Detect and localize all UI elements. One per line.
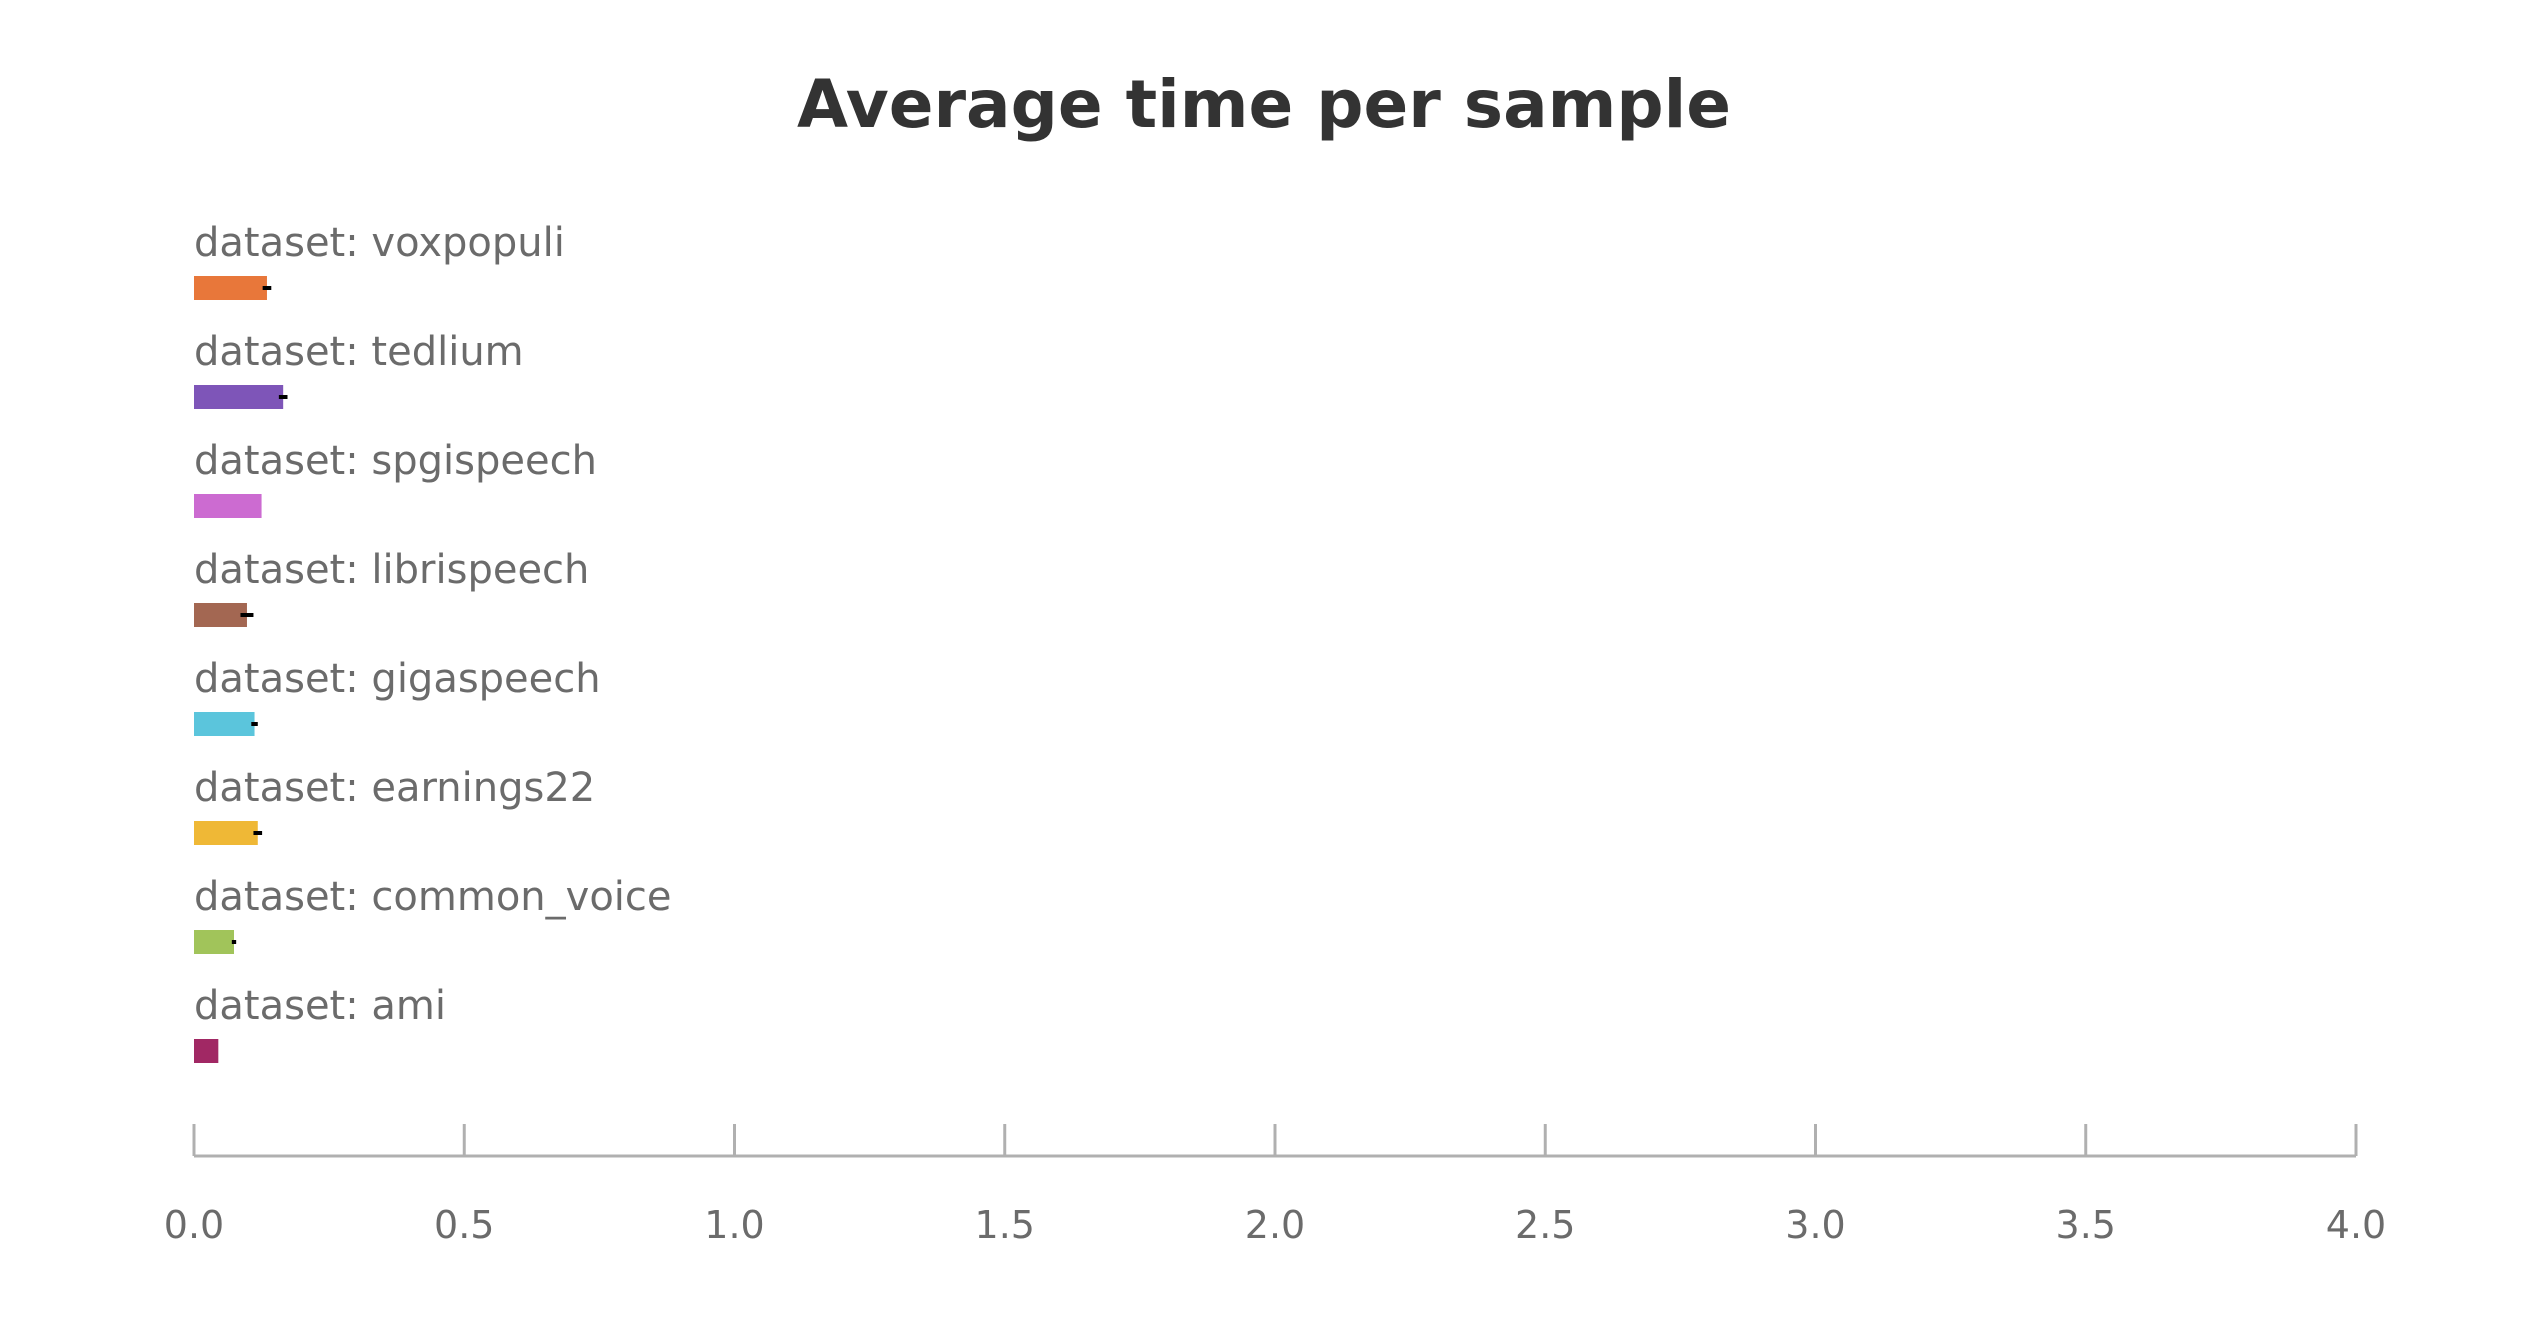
x-tick-label: 1.0 xyxy=(704,1203,764,1247)
bars-layer: dataset: voxpopuli dataset: tedlium datase… xyxy=(194,220,672,1063)
x-tick-label: 0.0 xyxy=(164,1203,224,1247)
category-label: dataset: voxpopuli xyxy=(194,220,565,266)
x-tick-label: 2.0 xyxy=(1245,1203,1305,1247)
bar xyxy=(194,821,258,845)
x-axis: 0.0 0.5 1.0 1.5 2.0 2.5 3.0 3.5 4.0 xyxy=(164,1124,2386,1247)
x-tick-label: 3.5 xyxy=(2056,1203,2116,1247)
bar xyxy=(194,1039,219,1063)
category-label: dataset: earnings22 xyxy=(194,765,595,811)
category-label: dataset: gigaspeech xyxy=(194,656,601,702)
bar xyxy=(194,494,262,518)
category-label: dataset: librispeech xyxy=(194,547,589,593)
category-label: dataset: ami xyxy=(194,983,446,1029)
category-label: dataset: common_voice xyxy=(194,874,672,920)
category-label: dataset: tedlium xyxy=(194,329,524,375)
x-tick-label: 1.5 xyxy=(975,1203,1035,1247)
bar xyxy=(194,276,267,300)
bar xyxy=(194,712,255,736)
bar xyxy=(194,930,234,954)
x-tick-label: 0.5 xyxy=(434,1203,494,1247)
x-tick-label: 2.5 xyxy=(1515,1203,1575,1247)
bar xyxy=(194,385,284,409)
x-tick-label: 4.0 xyxy=(2326,1203,2386,1247)
chart-title: Average time per sample xyxy=(797,66,1731,143)
category-label: dataset: spgispeech xyxy=(194,438,597,484)
bar xyxy=(194,603,247,627)
x-tick-label: 3.0 xyxy=(1785,1203,1845,1247)
